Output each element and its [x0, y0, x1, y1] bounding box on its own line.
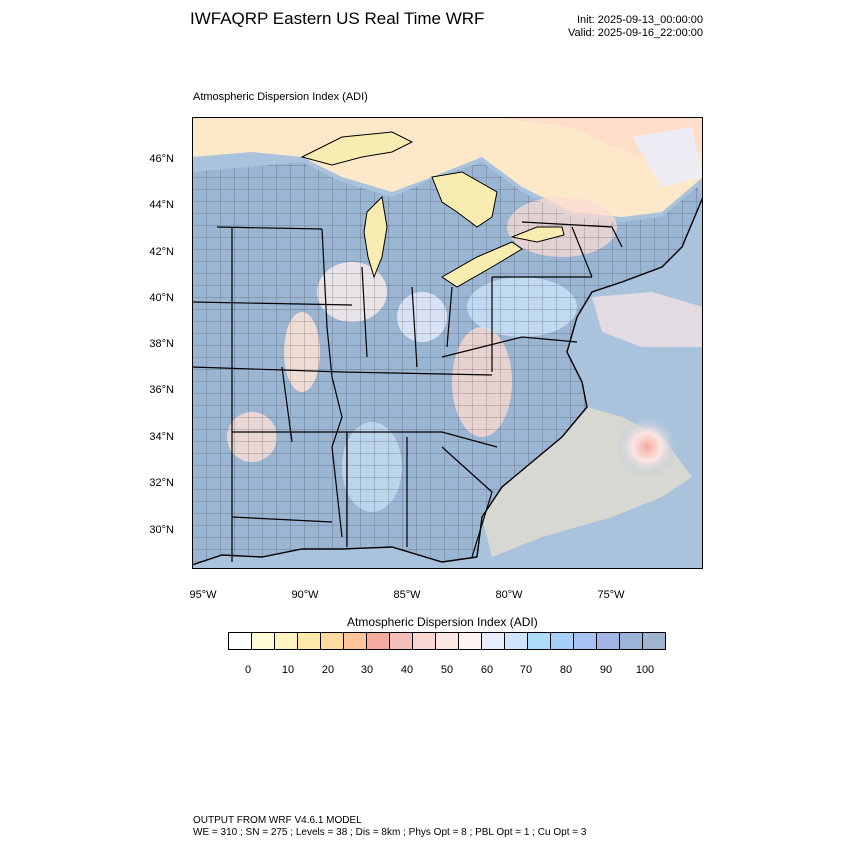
lake-superior — [300, 131, 414, 166]
lat-label: 44°N — [149, 199, 174, 211]
colorbar-tick-label: 50 — [440, 664, 454, 676]
colorbar-swatch — [344, 633, 367, 649]
lat-label: 30°N — [149, 524, 174, 536]
colorbar-swatch — [390, 633, 413, 649]
panel-title: Atmospheric Dispersion Index (ADI) — [193, 91, 368, 103]
colorbar-swatch — [574, 633, 597, 649]
colorbar-swatch — [482, 633, 505, 649]
colorbar-swatch — [643, 633, 665, 649]
offshore-storm-feature — [615, 415, 679, 479]
lake-huron — [431, 171, 498, 228]
colorbar-swatch — [229, 633, 252, 649]
canada-cool-patch — [632, 127, 703, 187]
colorbar-tick-label: 0 — [244, 664, 252, 676]
colorbar-swatch — [528, 633, 551, 649]
gulf-coastline — [192, 546, 478, 566]
colorbar-swatch — [298, 633, 321, 649]
colorbar-swatch — [321, 633, 344, 649]
colorbar-swatch — [551, 633, 574, 649]
colorbar-swatch — [436, 633, 459, 649]
lat-label: 36°N — [149, 384, 174, 396]
lon-label: 75°W — [597, 589, 625, 601]
colorbar — [228, 632, 666, 650]
colorbar-swatch — [252, 633, 275, 649]
colorbar-swatch — [505, 633, 528, 649]
lat-label: 42°N — [149, 246, 174, 258]
lake-michigan — [363, 195, 388, 279]
colorbar-tick-label: 70 — [519, 664, 533, 676]
colorbar-tick-label: 30 — [360, 664, 374, 676]
valid-time: Valid: 2025-09-16_22:00:00 — [568, 27, 703, 39]
offshore-warm-band — [592, 292, 703, 347]
map-frame — [192, 117, 703, 569]
lon-label: 95°W — [189, 589, 217, 601]
colorbar-swatch — [459, 633, 482, 649]
colorbar-tick-label: 80 — [559, 664, 573, 676]
footer-model-info: OUTPUT FROM WRF V4.6.1 MODEL — [193, 815, 362, 826]
colorbar-swatch — [413, 633, 436, 649]
colorbar-tick-label: 40 — [400, 664, 414, 676]
lon-label: 85°W — [393, 589, 421, 601]
colorbar-swatch — [620, 633, 643, 649]
colorbar-tick-label: 10 — [281, 664, 295, 676]
colorbar-swatch — [367, 633, 390, 649]
colorbar-title: Atmospheric Dispersion Index (ADI) — [347, 615, 538, 629]
lat-label: 32°N — [149, 477, 174, 489]
lake-erie — [441, 241, 523, 288]
state-boundaries — [192, 221, 623, 562]
lake-ontario — [510, 226, 565, 243]
canada-area — [192, 117, 703, 217]
map-title: IWFAQRP Eastern US Real Time WRF — [190, 9, 485, 28]
lat-label: 34°N — [149, 431, 174, 443]
colorbar-tick-label: 90 — [599, 664, 613, 676]
colorbar-swatch — [275, 633, 298, 649]
atlantic-coastline — [476, 196, 703, 558]
adi-map — [192, 117, 703, 569]
init-time: Init: 2025-09-13_00:00:00 — [577, 14, 703, 26]
lat-label: 38°N — [149, 338, 174, 350]
lat-label: 40°N — [149, 292, 174, 304]
colorbar-tick-label: 60 — [480, 664, 494, 676]
lat-label: 46°N — [149, 153, 174, 165]
lon-label: 90°W — [291, 589, 319, 601]
colorbar-tick-label: 20 — [321, 664, 335, 676]
colorbar-tick-label: 100 — [635, 664, 655, 676]
footer-config-info: WE = 310 ; SN = 275 ; Levels = 38 ; Dis … — [193, 827, 587, 838]
colorbar-swatch — [597, 633, 620, 649]
lon-label: 80°W — [495, 589, 523, 601]
county-boundaries — [192, 162, 703, 565]
